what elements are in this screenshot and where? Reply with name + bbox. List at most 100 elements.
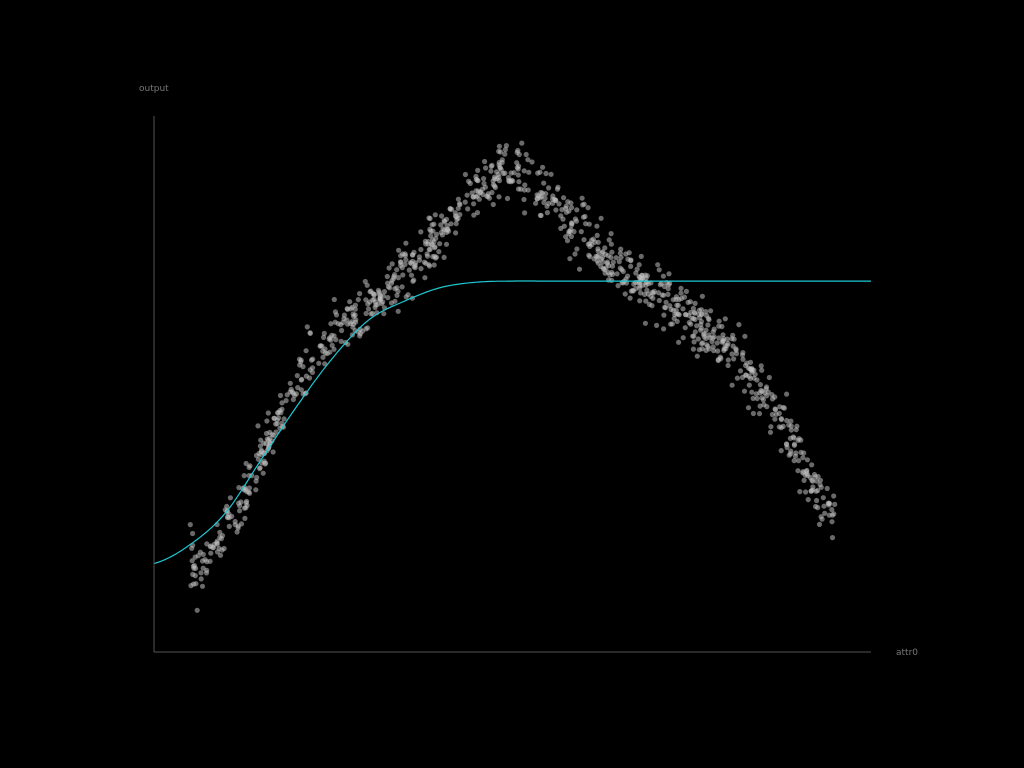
data-point	[666, 282, 672, 288]
data-point	[788, 427, 794, 433]
data-point	[787, 435, 794, 441]
data-point	[320, 354, 326, 360]
data-point	[535, 170, 541, 176]
data-point	[333, 337, 339, 343]
data-point	[594, 223, 600, 229]
data-point	[428, 228, 434, 234]
data-point	[780, 404, 786, 411]
data-point	[238, 521, 245, 527]
data-point	[705, 343, 711, 349]
data-point	[192, 554, 198, 560]
data-point	[335, 321, 341, 327]
data-point	[662, 304, 668, 310]
data-point	[768, 424, 774, 430]
data-point	[683, 288, 690, 294]
data-point	[602, 270, 608, 276]
data-point	[638, 253, 644, 259]
data-point	[615, 283, 621, 289]
data-point	[633, 270, 639, 276]
data-point	[433, 231, 440, 237]
data-point	[539, 190, 546, 196]
data-point	[308, 357, 315, 363]
data-point	[747, 375, 754, 381]
data-point	[331, 296, 337, 303]
data-point	[488, 168, 494, 174]
data-point	[809, 462, 815, 468]
data-point	[617, 265, 623, 271]
data-point	[322, 350, 328, 356]
data-point	[692, 316, 698, 322]
data-point	[740, 350, 746, 356]
data-point	[676, 339, 682, 345]
data-point	[737, 368, 744, 374]
data-point	[703, 327, 709, 333]
data-point	[816, 521, 823, 528]
data-point	[279, 400, 285, 406]
fit-line	[153, 280, 871, 565]
data-point	[642, 291, 648, 297]
data-point	[474, 193, 481, 199]
data-point	[595, 246, 601, 252]
data-point	[264, 418, 270, 424]
data-point	[386, 265, 392, 271]
data-point	[648, 293, 654, 299]
data-point	[193, 581, 199, 587]
data-point	[483, 165, 489, 171]
data-point	[718, 356, 724, 362]
data-point	[353, 319, 359, 325]
data-point	[829, 535, 836, 541]
data-point	[699, 311, 705, 317]
data-point	[746, 382, 752, 388]
data-point	[462, 199, 468, 205]
data-point	[694, 353, 700, 359]
data-point	[482, 158, 488, 165]
data-point	[558, 225, 564, 231]
data-point	[257, 466, 263, 472]
data-point	[284, 392, 290, 398]
data-point	[464, 192, 470, 198]
data-point	[628, 258, 634, 264]
data-point	[729, 336, 735, 342]
data-point	[243, 505, 249, 511]
data-point	[270, 449, 276, 455]
data-point	[566, 230, 572, 237]
data-point	[678, 285, 684, 291]
data-point	[260, 470, 266, 476]
data-point	[427, 215, 433, 222]
data-point	[521, 187, 528, 193]
data-point	[496, 178, 502, 184]
data-point	[808, 488, 814, 494]
data-point	[296, 356, 303, 362]
data-point	[753, 391, 759, 397]
data-point	[822, 510, 828, 516]
data-point	[711, 326, 717, 332]
data-point	[698, 321, 704, 328]
data-point	[492, 174, 498, 180]
data-point	[521, 168, 527, 174]
data-point	[722, 316, 728, 322]
data-point	[696, 347, 702, 353]
data-point	[392, 286, 398, 292]
data-point	[241, 473, 247, 479]
data-point	[644, 273, 651, 279]
data-point	[627, 295, 633, 301]
data-point	[736, 322, 742, 328]
data-point	[548, 171, 554, 177]
data-point	[380, 299, 386, 305]
data-point	[725, 340, 731, 347]
data-point	[705, 322, 711, 328]
data-point	[412, 262, 418, 268]
data-point	[543, 170, 549, 177]
data-point	[733, 351, 740, 357]
data-point	[508, 170, 514, 176]
data-point	[725, 362, 731, 369]
data-point	[628, 288, 634, 294]
data-point	[503, 143, 509, 149]
data-point	[554, 186, 561, 192]
data-point	[667, 303, 673, 309]
data-point	[750, 395, 756, 401]
data-point	[403, 257, 409, 263]
data-point	[698, 327, 704, 333]
data-point	[405, 292, 411, 298]
data-point	[636, 262, 642, 268]
